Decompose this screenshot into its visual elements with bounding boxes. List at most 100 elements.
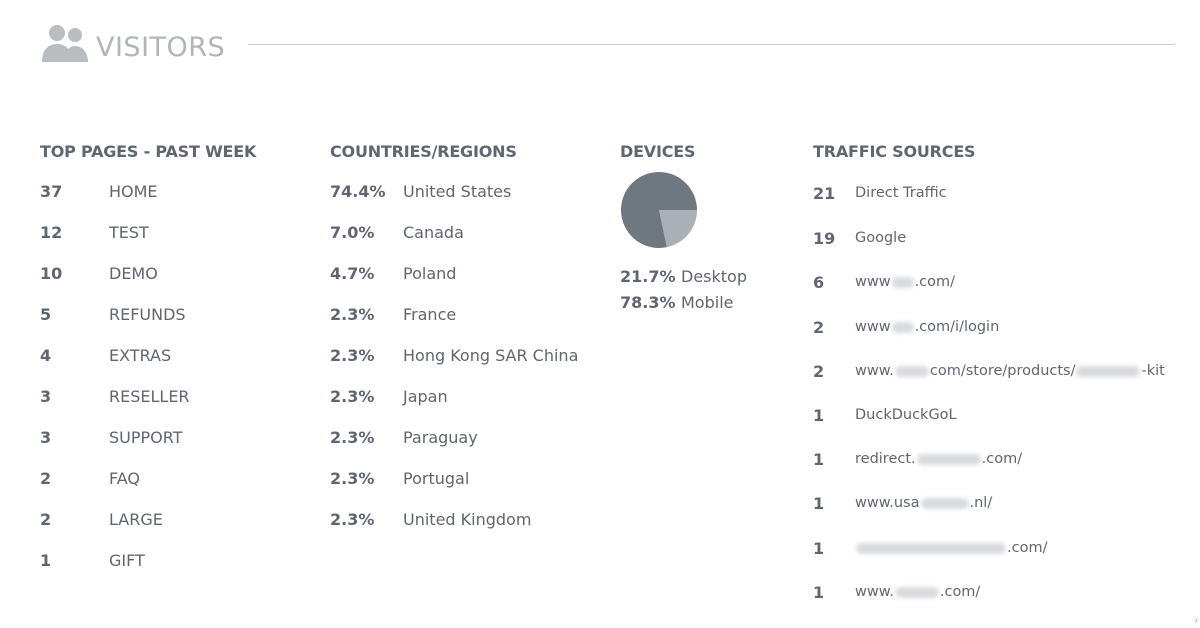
device-row: 21.7% Desktop bbox=[620, 267, 790, 289]
traffic-row: 1 .com/ bbox=[813, 539, 1173, 561]
traffic-source: www. .com/ bbox=[855, 584, 980, 600]
traffic-source: Google bbox=[855, 230, 906, 246]
traffic-count: 1 bbox=[813, 450, 825, 469]
traffic-row: 1 www.usa .nl/ bbox=[813, 494, 1173, 516]
traffic-source: www.usa .nl/ bbox=[855, 495, 992, 511]
traffic-source: Direct Traffic bbox=[855, 185, 947, 201]
redacted-text bbox=[856, 542, 1006, 554]
page-visit-count: 4 bbox=[40, 346, 52, 365]
top-page-row: 2 LARGE bbox=[40, 510, 290, 532]
page-title: VISITORS bbox=[96, 32, 226, 63]
country-percent: 2.3% bbox=[330, 469, 375, 488]
country-name: United States bbox=[403, 182, 512, 201]
users-icon bbox=[42, 25, 88, 62]
country-row: 2.3% United Kingdom bbox=[330, 510, 600, 532]
traffic-source-text: www. bbox=[855, 584, 894, 600]
traffic-count: 1 bbox=[813, 539, 825, 558]
chevron-right-icon: › bbox=[1194, 615, 1198, 626]
device-percent: 78.3% bbox=[620, 293, 676, 312]
redacted-text bbox=[894, 365, 929, 377]
traffic-source-text: redirect. bbox=[855, 451, 916, 467]
traffic-source-text: .com/ bbox=[1007, 540, 1048, 556]
traffic-source-text: .com/ bbox=[914, 274, 956, 290]
redacted-text bbox=[891, 276, 914, 288]
country-percent: 2.3% bbox=[330, 510, 375, 529]
page-name: EXTRAS bbox=[109, 346, 172, 365]
country-percent: 2.3% bbox=[330, 428, 375, 447]
redacted-text bbox=[920, 497, 969, 509]
traffic-title: TRAFFIC SOURCES bbox=[813, 142, 976, 161]
traffic-count: 2 bbox=[813, 318, 825, 337]
traffic-source-text: .com/i/login bbox=[914, 319, 1000, 335]
traffic-source-text: .com/ bbox=[939, 584, 981, 600]
country-name: Portugal bbox=[403, 469, 470, 488]
device-percent: 21.7% bbox=[620, 267, 676, 286]
traffic-source: www .com/ bbox=[855, 274, 955, 290]
traffic-source-text: com/store/products/ bbox=[929, 363, 1076, 379]
traffic-source-text: DuckDuckGoL bbox=[855, 407, 957, 423]
traffic-count: 2 bbox=[813, 362, 825, 381]
country-row: 2.3% Japan bbox=[330, 387, 600, 409]
traffic-row: 1 redirect. .com/ bbox=[813, 450, 1173, 472]
traffic-row: 2 www. com/store/products/ -kit bbox=[813, 362, 1173, 384]
country-percent: 7.0% bbox=[330, 223, 375, 242]
country-row: 74.4% United States bbox=[330, 182, 600, 204]
country-row: 4.7% Poland bbox=[330, 264, 600, 286]
traffic-row: 1 www. .com/ bbox=[813, 583, 1173, 605]
country-name: Poland bbox=[403, 264, 457, 283]
traffic-source-text: Direct Traffic bbox=[855, 185, 947, 201]
top-pages-title: TOP PAGES - PAST WEEK bbox=[40, 142, 257, 161]
page-name: DEMO bbox=[109, 264, 158, 283]
top-page-row: 3 SUPPORT bbox=[40, 428, 290, 450]
traffic-count: 21 bbox=[813, 184, 836, 203]
traffic-count: 19 bbox=[813, 229, 836, 248]
page-visit-count: 1 bbox=[40, 551, 52, 570]
country-name: Canada bbox=[403, 223, 464, 242]
traffic-count: 1 bbox=[813, 406, 825, 425]
country-row: 7.0% Canada bbox=[330, 223, 600, 245]
traffic-source-text: Google bbox=[855, 230, 907, 246]
country-row: 2.3% Portugal bbox=[330, 469, 600, 491]
traffic-count: 6 bbox=[813, 273, 825, 292]
traffic-source: www .com/i/login bbox=[855, 319, 999, 335]
redacted-text bbox=[1076, 365, 1141, 377]
top-page-row: 5 REFUNDS bbox=[40, 305, 290, 327]
redacted-text bbox=[891, 321, 914, 333]
mobile-slice bbox=[621, 172, 697, 248]
country-name: Paraguay bbox=[403, 428, 478, 447]
visitors-header: VISITORS bbox=[40, 20, 1175, 72]
page-visit-count: 12 bbox=[40, 223, 63, 242]
country-percent: 4.7% bbox=[330, 264, 375, 283]
top-page-row: 2 FAQ bbox=[40, 469, 290, 491]
traffic-source: .com/ bbox=[855, 540, 1047, 556]
page-name: HOME bbox=[109, 182, 158, 201]
country-row: 2.3% Paraguay bbox=[330, 428, 600, 450]
traffic-source: DuckDuckGoL bbox=[855, 407, 957, 423]
page-name: TEST bbox=[109, 223, 149, 242]
page-visit-count: 3 bbox=[40, 387, 52, 406]
traffic-source-text: www bbox=[855, 319, 891, 335]
page-name: LARGE bbox=[109, 510, 163, 529]
traffic-source: www. com/store/products/ -kit bbox=[855, 363, 1165, 379]
page-visit-count: 10 bbox=[40, 264, 63, 283]
device-row: 78.3% Mobile bbox=[620, 293, 790, 315]
traffic-source-text: .nl/ bbox=[969, 495, 993, 511]
country-percent: 2.3% bbox=[330, 305, 375, 324]
header-divider bbox=[248, 44, 1175, 45]
country-name: United Kingdom bbox=[403, 510, 532, 529]
countries-title: COUNTRIES/REGIONS bbox=[330, 142, 517, 161]
top-page-row: 3 RESELLER bbox=[40, 387, 290, 409]
top-page-row: 1 GIFT bbox=[40, 551, 290, 573]
page-name: GIFT bbox=[109, 551, 145, 570]
traffic-row: 1 DuckDuckGoL bbox=[813, 406, 1173, 428]
devices-pie-chart bbox=[621, 172, 697, 248]
traffic-source-text: .com/ bbox=[981, 451, 1023, 467]
desktop-slice bbox=[659, 210, 697, 248]
device-name: Desktop bbox=[681, 267, 747, 286]
page-visit-count: 2 bbox=[40, 510, 52, 529]
top-page-row: 4 EXTRAS bbox=[40, 346, 290, 368]
country-name: Hong Kong SAR China bbox=[403, 346, 579, 365]
page-visit-count: 37 bbox=[40, 182, 63, 201]
page-name: RESELLER bbox=[109, 387, 190, 406]
country-percent: 74.4% bbox=[330, 182, 386, 201]
